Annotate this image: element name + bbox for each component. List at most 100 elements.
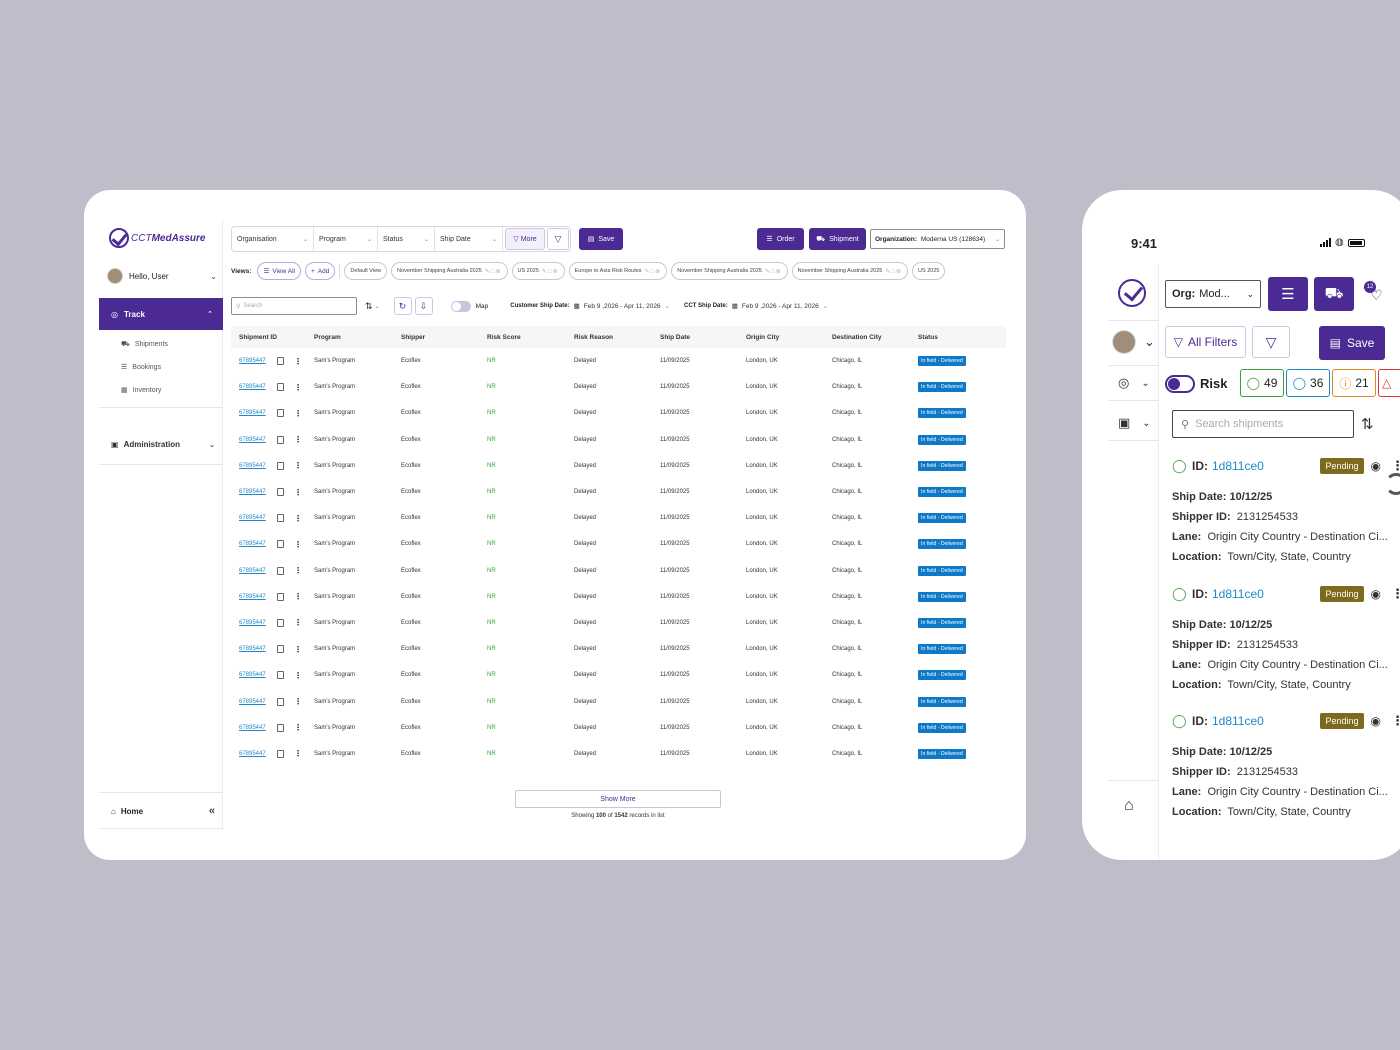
logo-check-icon[interactable] xyxy=(1118,279,1146,307)
kebab-menu-icon[interactable]: ⋮ xyxy=(1391,458,1400,473)
eye-icon[interactable]: ◉ xyxy=(1370,714,1381,728)
view-pill[interactable]: November Shipping Australia 2025 ✎□⊗ xyxy=(791,262,909,280)
column-header[interactable]: Shipper xyxy=(401,333,426,341)
column-header[interactable]: Program xyxy=(314,333,341,341)
shipment-id-link[interactable]: 67895447 xyxy=(239,724,266,731)
table-row[interactable]: 67895447 ⋮ Sam's Program Ecoflex NR Delayed 11… xyxy=(231,348,1006,374)
shipment-id-link[interactable]: 67895447 xyxy=(239,619,266,626)
search-input[interactable]: ⚲ Search xyxy=(231,297,357,315)
copy-icon[interactable] xyxy=(277,645,284,654)
kebab-menu-icon[interactable]: ⋮ xyxy=(294,618,302,628)
home-icon[interactable]: ⌂ xyxy=(1124,797,1134,814)
kebab-menu-icon[interactable]: ⋮ xyxy=(294,592,302,602)
copy-icon[interactable] xyxy=(277,723,284,732)
sidebar-item-inventory[interactable]: ▦ Inventory xyxy=(121,386,161,395)
filter-organisation[interactable]: Organisation ⌄ xyxy=(232,227,314,251)
table-row[interactable]: 67895447 ⋮ Sam's Program Ecoflex NR Delayed 11… xyxy=(231,427,1006,453)
copy-icon[interactable] xyxy=(277,461,284,470)
sort-icon[interactable]: ⇅ xyxy=(365,300,373,311)
shipment-id-link[interactable]: 67895447 xyxy=(239,358,266,365)
risk-toggle[interactable] xyxy=(1165,375,1195,393)
save-button[interactable]: ▤ Save xyxy=(1319,326,1385,360)
shipment-id-link[interactable]: 67895447 xyxy=(239,698,266,705)
kebab-menu-icon[interactable]: ⋮ xyxy=(294,408,302,418)
copy-icon[interactable] xyxy=(277,540,284,549)
kebab-menu-icon[interactable]: ⋮ xyxy=(294,461,302,471)
map-toggle[interactable] xyxy=(450,300,471,312)
filter-program[interactable]: Program ⌄ xyxy=(314,227,378,251)
table-row[interactable]: 67895447 ⋮ Sam's Program Ecoflex NR Delayed 11… xyxy=(231,584,1006,610)
view-pill[interactable]: US 2025 ✎□⊗ xyxy=(511,262,565,280)
table-row[interactable]: 67895447 ⋮ Sam's Program Ecoflex NR Delayed 11… xyxy=(231,505,1006,531)
copy-icon[interactable] xyxy=(277,357,284,366)
table-row[interactable]: 67895447 ⋮ Sam's Program Ecoflex NR Delayed 11… xyxy=(231,400,1006,426)
nav-track[interactable]: ◎ ⌄ xyxy=(1118,375,1162,391)
copy-icon[interactable] xyxy=(277,488,284,497)
copy-icon[interactable] xyxy=(277,409,284,418)
shipment-id-link[interactable]: 67895447 xyxy=(239,462,266,469)
card-id[interactable]: 1d811ce0 xyxy=(1212,459,1264,473)
kebab-menu-icon[interactable]: ⋮ xyxy=(294,697,302,707)
show-more-button[interactable]: Show More xyxy=(515,790,721,808)
copy-icon[interactable] xyxy=(277,749,284,758)
risk-filter-low[interactable]: ◯ 49 xyxy=(1240,369,1284,397)
order-button[interactable]: ☰ Order xyxy=(757,228,804,250)
sort-icon[interactable]: ⇅ xyxy=(1361,416,1374,433)
table-row[interactable]: 67895447 ⋮ Sam's Program Ecoflex NR Delayed 11… xyxy=(231,610,1006,636)
user-menu[interactable]: Hello, User ⌄ xyxy=(107,268,217,284)
kebab-menu-icon[interactable]: ⋮ xyxy=(294,435,302,445)
risk-filter-medium[interactable]: ◯ 36 xyxy=(1286,369,1330,397)
collapse-sidebar-icon[interactable]: « xyxy=(208,805,215,817)
filter-ship-date[interactable]: Ship Date ⌄ xyxy=(435,227,503,251)
all-filters-button[interactable]: ▽ All Filters xyxy=(1165,326,1246,358)
cct-ship-date-select[interactable]: ▦ Feb 9 ,2026 - Apr 11, 2026 ⌄ xyxy=(728,302,832,311)
organization-select[interactable]: Org: Mod... ⌄ xyxy=(1165,280,1261,308)
shipment-id-link[interactable]: 67895447 xyxy=(239,515,266,522)
kebab-menu-icon[interactable]: ⋮ xyxy=(294,487,302,497)
view-actions-icon[interactable]: ✎□⊗ xyxy=(541,268,559,275)
clear-filter-button[interactable]: ▽ xyxy=(1252,326,1290,358)
organization-select[interactable]: Organization: Moderna US (128634) ⌄ xyxy=(870,229,1005,249)
column-header[interactable]: Destination City xyxy=(832,333,882,341)
copy-icon[interactable] xyxy=(277,566,284,575)
view-pill[interactable]: November Shipping Australia 2025 ✎□⊗ xyxy=(391,262,508,280)
kebab-menu-icon[interactable]: ⋮ xyxy=(1391,586,1400,601)
column-header[interactable]: Status xyxy=(918,333,938,341)
clear-filter-button[interactable]: ▽ xyxy=(547,228,569,250)
kebab-menu-icon[interactable]: ⋮ xyxy=(294,382,302,392)
kebab-menu-icon[interactable]: ⋮ xyxy=(1391,713,1400,728)
view-all-button[interactable]: ☰ View All xyxy=(257,262,301,280)
download-button[interactable]: ⇩ xyxy=(414,297,433,315)
shipment-id-link[interactable]: 67895447 xyxy=(239,436,266,443)
kebab-menu-icon[interactable]: ⋮ xyxy=(294,723,302,733)
shipment-button[interactable]: ⛟ xyxy=(1314,277,1354,311)
brand-logo[interactable]: CCTMedAssure xyxy=(109,228,205,248)
column-header[interactable]: Origin City xyxy=(746,333,780,341)
table-row[interactable]: 67895447 ⋮ Sam's Program Ecoflex NR Delayed 11… xyxy=(231,558,1006,584)
eye-icon[interactable]: ◉ xyxy=(1370,587,1381,601)
shipment-card[interactable]: ◯ ID: 1d811ce0 Pending ◉ ⋮ Ship Date: 10… xyxy=(1172,583,1400,694)
shipment-id-link[interactable]: 67895447 xyxy=(239,489,266,496)
table-row[interactable]: 67895447 ⋮ Sam's Program Ecoflex NR Delayed 11… xyxy=(231,741,1006,767)
filter-status[interactable]: Status ⌄ xyxy=(378,227,435,251)
eye-icon[interactable]: ◉ xyxy=(1370,459,1381,473)
column-header[interactable]: Risk Score xyxy=(487,333,521,341)
sidebar-item-bookings[interactable]: ☰ Bookings xyxy=(121,363,161,372)
risk-filter-high[interactable]: △ xyxy=(1378,369,1400,397)
notifications-button[interactable]: ♡ 12 xyxy=(1364,281,1383,304)
customer-ship-date-select[interactable]: ▦ Feb 9 ,2026 - Apr 11, 2026 ⌄ xyxy=(570,302,674,311)
copy-icon[interactable] xyxy=(277,592,284,601)
card-id[interactable]: 1d811ce0 xyxy=(1212,714,1264,728)
view-actions-icon[interactable]: ✎□⊗ xyxy=(644,268,662,275)
risk-filter-warning[interactable]: ⓘ 21 xyxy=(1332,369,1376,397)
view-actions-icon[interactable]: ✎□⊗ xyxy=(484,268,502,275)
kebab-menu-icon[interactable]: ⋮ xyxy=(294,513,302,523)
save-button[interactable]: ▤ Save xyxy=(579,228,623,250)
shipment-id-link[interactable]: 67895447 xyxy=(239,541,266,548)
table-row[interactable]: 67895447 ⋮ Sam's Program Ecoflex NR Delayed 11… xyxy=(231,662,1006,688)
card-id[interactable]: 1d811ce0 xyxy=(1212,587,1264,601)
copy-icon[interactable] xyxy=(277,671,284,680)
shipment-button[interactable]: ⛟ Shipment xyxy=(809,228,866,250)
kebab-menu-icon[interactable]: ⋮ xyxy=(294,566,302,576)
view-actions-icon[interactable]: ✎□⊗ xyxy=(764,268,782,275)
